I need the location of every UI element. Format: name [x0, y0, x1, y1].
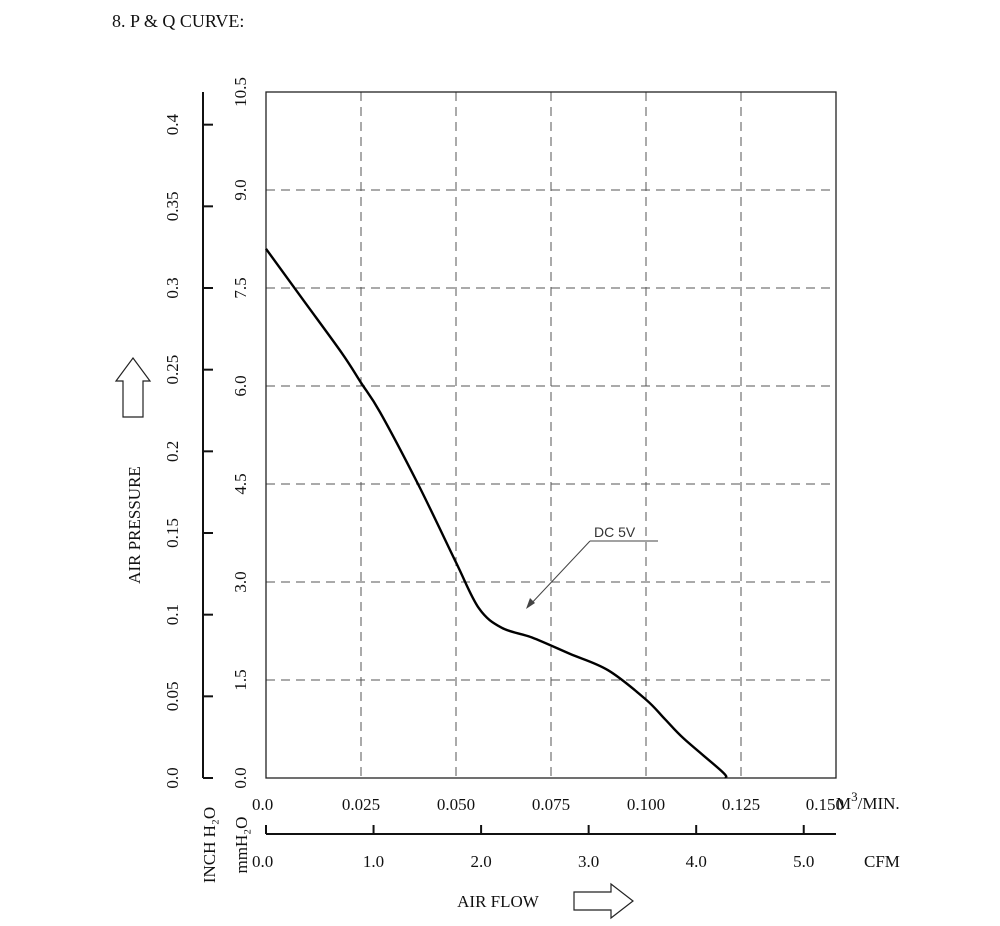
y-inch-tick-label: 0.35	[163, 191, 182, 221]
x-cfm-tick-label: 4.0	[686, 852, 707, 871]
y-mmh2o-tick-label: 6.0	[231, 375, 250, 396]
annotation-leader	[528, 540, 591, 607]
tick-labels: 0.0 0.025 0.050 0.075 0.100 0.125 0.150 0.0 1.0 2…	[163, 77, 844, 871]
x-cfm-tick-label: 2.0	[470, 852, 491, 871]
mmh2o-unit-label: mmH₂O	[232, 817, 251, 874]
x-cfm-tick-label: 0.0	[252, 852, 273, 871]
y-inch-tick-label: 0.3	[163, 277, 182, 298]
m3-unit-label: M3/MIN.	[836, 789, 900, 813]
x-m3-tick-label: 0.0	[252, 795, 273, 814]
y-mmh2o-tick-label: 1.5	[231, 669, 250, 690]
x-cfm-tick-label: 3.0	[578, 852, 599, 871]
y-mmh2o-tick-label: 10.5	[231, 77, 250, 107]
x-m3-tick-label: 0.150	[806, 795, 844, 814]
x-m3-tick-label: 0.050	[437, 795, 475, 814]
y-inch-tick-label: 0.25	[163, 355, 182, 385]
y-mmh2o-tick-label: 7.5	[231, 277, 250, 298]
x-cfm-tick-label: 5.0	[793, 852, 814, 871]
y-mmh2o-tick-label: 3.0	[231, 571, 250, 592]
x-cfm-tick-label: 1.0	[363, 852, 384, 871]
x-m3-tick-label: 0.025	[342, 795, 380, 814]
y-mmh2o-tick-label: 0.0	[231, 767, 250, 788]
cfm-unit-label: CFM	[864, 852, 900, 871]
airflow-right-arrow-icon	[573, 882, 634, 920]
plot-frame	[265, 91, 837, 779]
annotation-arrowhead	[526, 598, 535, 609]
y-inch-tick-label: 0.1	[163, 604, 182, 625]
y-axis-title: AIR PRESSURE	[125, 466, 144, 584]
y-mmh2o-tick-label: 4.5	[231, 473, 250, 494]
series-line-dc-5v	[265, 248, 728, 779]
y-inch-tick-label: 0.05	[163, 681, 182, 711]
chart-heading: 8. P & Q CURVE:	[112, 11, 244, 31]
y-inch-tick-label: 0.0	[163, 767, 182, 788]
y-inch-tick-label: 0.2	[163, 441, 182, 462]
x-m3-tick-label: 0.075	[532, 795, 570, 814]
y-inch-tick-label: 0.15	[163, 518, 182, 548]
x-m3-tick-label: 0.125	[722, 795, 760, 814]
inch-unit-label: INCH H₂O	[200, 807, 219, 883]
grid-lines	[266, 92, 836, 778]
x-m3-tick-label: 0.100	[627, 795, 665, 814]
pressure-up-arrow-icon	[114, 356, 152, 418]
annotation-label: DC 5V	[594, 524, 636, 540]
y-mmh2o-tick-label: 9.0	[231, 179, 250, 200]
y-inch-tick-label: 0.4	[163, 114, 182, 136]
x-axis-title: AIR FLOW	[457, 892, 540, 911]
